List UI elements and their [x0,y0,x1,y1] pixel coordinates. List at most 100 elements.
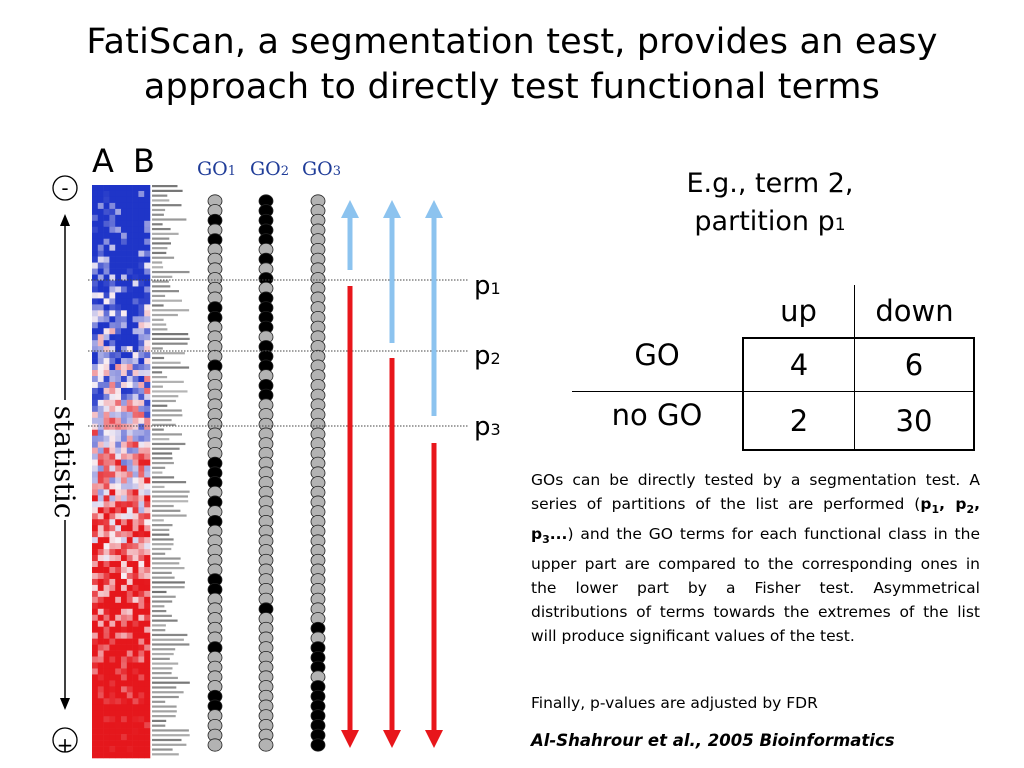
heatmap-cell [144,262,151,269]
heatmap-cell [121,262,128,269]
heatmap-cell [126,501,133,508]
heatmap-cell [115,668,122,675]
header-corner [572,285,743,338]
gene-label-mark [152,232,179,235]
heatmap-cell [92,226,99,234]
heatmap-cell [121,626,128,633]
heatmap-cell [109,686,116,693]
heatmap-cell [144,495,151,502]
heatmap-cell [121,578,128,586]
heatmap-cell [132,674,139,681]
heatmap-cell [97,292,104,299]
heatmap-cell [103,686,110,693]
heatmap-cell [121,537,128,544]
heatmap-cell [115,561,122,568]
heatmap-cell [103,608,110,616]
heatmap-cell [97,507,104,514]
heatmap-cell [138,316,145,323]
heatmap-cell [92,722,99,729]
gene-label-mark [152,571,172,574]
heatmap-cell [138,495,145,502]
heatmap-cell [126,543,133,550]
heatmap-cell [109,250,116,257]
heatmap-cell [126,262,133,269]
gene-label-mark [152,538,174,541]
heatmap-cell [126,495,133,502]
heatmap-cell [132,590,139,598]
gene-label-mark [152,390,188,393]
heatmap-cell [121,393,128,401]
gene-label-mark [152,294,166,298]
heatmap-cell [144,567,151,574]
heatmap-cell [103,716,110,723]
heatmap-cell [92,453,99,460]
heatmap-cell [132,232,139,240]
fdr-note: Finally, p-values are adjusted by FDR [531,694,818,712]
heatmap-cell [97,214,104,222]
heatmap-cell [109,423,116,431]
heatmap-cell [138,262,145,269]
heatmap-cell [126,686,133,693]
heatmap-cell [115,346,122,353]
heatmap-cell [92,686,99,693]
heatmap-cell [132,471,139,478]
heatmap-cell [126,411,133,419]
heatmap-cell [109,572,116,580]
heatmap-cell [97,459,104,466]
heatmap-cell [92,543,99,550]
heatmap-cell [121,340,128,347]
heatmap-cell [126,370,133,377]
heatmap-cell [132,740,139,747]
gene-label-mark [152,500,189,503]
heatmap-cell [126,202,133,210]
heatmap-cell [97,322,104,329]
heatmap-cell [144,710,151,717]
heatmap-cell [103,572,110,580]
heatmap-cell [126,602,133,610]
heatmap-cell [132,543,139,550]
gene-label-mark [152,557,181,560]
heatmap-cell [103,513,110,520]
gene-label-mark [152,667,173,670]
heatmap-cell [97,489,104,496]
gene-label-mark [152,366,190,369]
heatmap-cell [144,561,151,568]
heatmap-cell [115,495,122,502]
column-label-a: A [92,142,114,180]
heatmap-cell [126,364,133,371]
heatmap-cell [138,340,145,347]
heatmap-cell [132,537,139,544]
heatmap-cell [126,393,133,401]
heatmap-cell [138,692,145,699]
heatmap-cell [126,519,133,526]
heatmap-cell [138,334,145,341]
gene-label-mark [152,285,171,288]
heatmap-cell [132,190,139,198]
contingency-row-go: GO 4 6 [572,337,975,392]
heatmap-cell [138,632,145,639]
heatmap-cell [138,226,145,234]
heatmap-cell [103,740,110,747]
heatmap-cell [103,728,110,735]
heatmap-cell [92,531,99,538]
heatmap-cell [109,274,116,281]
go-label-3: GO3 [302,158,341,180]
heatmap-cell [92,322,99,329]
heatmap-cell [103,364,110,371]
heatmap-cell [132,208,139,216]
heatmap-cell [126,584,133,592]
heatmap-cell [121,740,128,747]
heatmap-cell [132,328,139,335]
heatmap-cell [109,292,116,299]
heatmap-cell [121,334,128,341]
heatmap-cell [132,507,139,514]
gene-label-mark [152,652,174,656]
heatmap-cell [97,238,104,245]
heatmap-cell [132,561,139,568]
heatmap-cell [92,304,99,311]
heatmap-cell [121,644,128,651]
heatmap-cell [103,417,110,425]
heatmap-cell [109,441,116,448]
gene-label-mark [152,280,169,283]
heatmap-cell [121,417,128,425]
